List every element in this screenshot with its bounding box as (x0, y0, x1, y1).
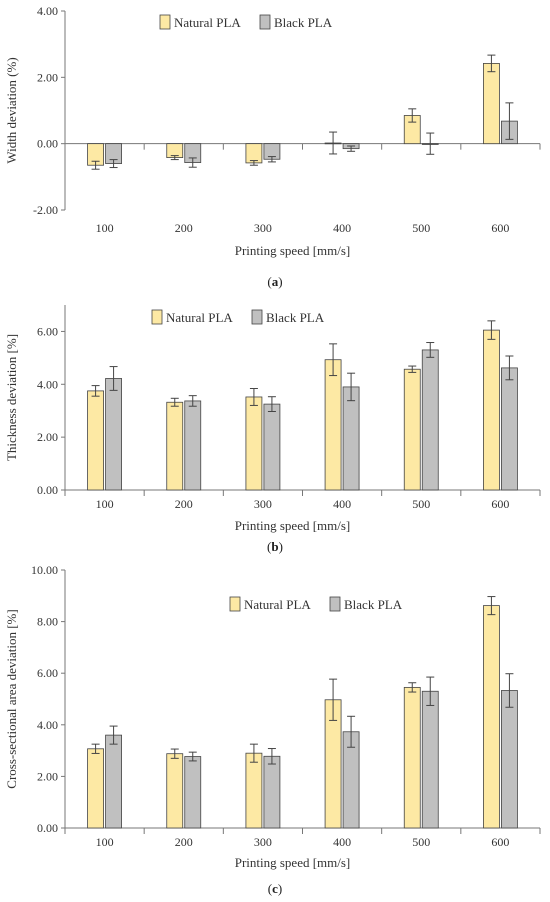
x-tick-label: 500 (412, 221, 430, 235)
x-tick-label: 400 (333, 497, 351, 511)
x-tick-label: 600 (491, 835, 509, 849)
x-tick-label: 100 (96, 221, 114, 235)
x-tick-label: 200 (175, 835, 193, 849)
y-tick-label: 4.00 (37, 377, 58, 391)
bar-natural-pla (245, 396, 263, 491)
bar-black-pla (342, 386, 360, 491)
bar-black-pla (184, 756, 202, 829)
x-tick-label: 400 (333, 835, 351, 849)
y-tick-label: 0.00 (37, 137, 58, 151)
legend-label: Natural PLA (244, 597, 311, 612)
x-tick-label: 200 (175, 221, 193, 235)
panel-caption: (a) (267, 274, 282, 289)
y-tick-label: 6.00 (37, 666, 58, 680)
bar-natural-pla (483, 329, 500, 491)
x-axis-title: Printing speed [mm/s] (235, 518, 351, 533)
bar-natural-pla (87, 390, 104, 491)
bar-black-pla (501, 367, 518, 491)
y-tick-label: 6.00 (37, 324, 58, 338)
y-axis-title: Thickness deviation [%] (4, 334, 19, 461)
bar-black-pla (184, 400, 202, 491)
x-tick-label: 600 (491, 497, 509, 511)
bar-black-pla (105, 734, 122, 829)
bar-natural-pla (403, 686, 421, 829)
bar-black-pla (501, 690, 518, 829)
bar-natural-pla (166, 401, 184, 491)
bar-natural-pla (403, 368, 421, 491)
y-tick-label: 10.00 (31, 563, 58, 577)
y-axis-title: Cross-sectional area deviation [%] (4, 609, 19, 788)
y-axis-title: Width deviation (%) (4, 57, 19, 163)
x-axis-title: Printing speed [mm/s] (235, 855, 351, 870)
legend-swatch-natural-pla (229, 596, 241, 612)
bar-natural-pla (245, 143, 263, 164)
legend-label: Black PLA (344, 597, 403, 612)
x-tick-label: 500 (412, 835, 430, 849)
legend-label: Black PLA (266, 310, 325, 325)
x-tick-label: 500 (412, 497, 430, 511)
x-tick-label: 300 (254, 497, 272, 511)
y-tick-label: 2.00 (37, 769, 58, 783)
bar-natural-pla (483, 605, 500, 829)
bar-natural-pla (87, 748, 104, 829)
bar-natural-pla (483, 63, 500, 145)
x-tick-label: 600 (491, 221, 509, 235)
bar-black-pla (421, 349, 439, 491)
legend-swatch-black-pla (251, 309, 263, 325)
y-tick-label: 4.00 (37, 4, 58, 18)
x-tick-label: 100 (96, 497, 114, 511)
bar-black-pla (105, 378, 122, 491)
y-tick-label: 0.00 (37, 821, 58, 835)
legend-label: Natural PLA (174, 15, 241, 30)
legend-swatch-natural-pla (151, 309, 163, 325)
panel-caption: (c) (268, 881, 282, 896)
y-tick-label: 2.00 (37, 70, 58, 84)
y-tick-label: -2.00 (33, 203, 58, 217)
bar-natural-pla (324, 359, 342, 491)
x-tick-label: 300 (254, 221, 272, 235)
x-tick-label: 100 (96, 835, 114, 849)
y-tick-label: 4.00 (37, 718, 58, 732)
y-tick-label: 8.00 (37, 615, 58, 629)
legend-label: Natural PLA (166, 310, 233, 325)
bar-black-pla (263, 403, 281, 491)
legend-label: Black PLA (274, 15, 333, 30)
y-tick-label: 2.00 (37, 430, 58, 444)
x-tick-label: 400 (333, 221, 351, 235)
x-tick-label: 200 (175, 497, 193, 511)
legend-swatch-black-pla (259, 14, 271, 30)
x-axis-title: Printing speed [mm/s] (235, 243, 351, 258)
bar-natural-pla (166, 753, 184, 829)
legend-swatch-black-pla (329, 596, 341, 612)
x-tick-label: 300 (254, 835, 272, 849)
legend-swatch-natural-pla (159, 14, 171, 30)
bar-black-pla (263, 755, 281, 829)
y-tick-label: 0.00 (37, 483, 58, 497)
bar-natural-pla (245, 752, 263, 829)
panel-caption: (b) (267, 539, 283, 554)
bar-black-pla (421, 690, 439, 829)
